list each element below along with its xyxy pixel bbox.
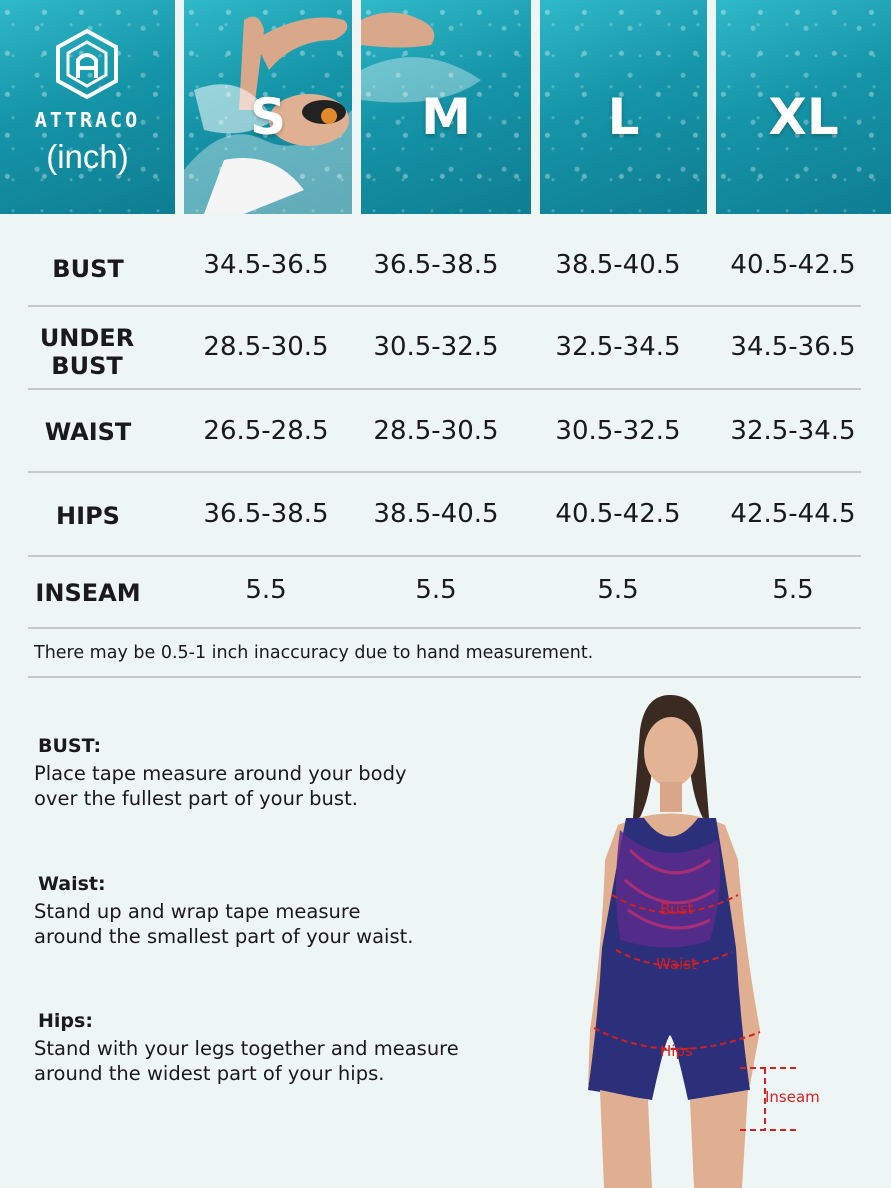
size-header: ATTRACO (inch) S M L XL [0, 0, 891, 214]
water-splash [361, 12, 481, 103]
instruction-heading: Hips: [38, 1010, 93, 1032]
brand-logo-icon [56, 28, 118, 100]
unit-label: (inch) [46, 138, 129, 175]
model-figure [588, 695, 798, 1188]
figure-label-inseam: Inseam [765, 1088, 820, 1106]
table-cell: 30.5-32.5 [555, 416, 681, 446]
table-cell: 32.5-34.5 [555, 332, 681, 362]
table-cell: 5.5 [772, 575, 814, 605]
table-cell: 5.5 [415, 575, 457, 605]
row-label: HIPS [56, 502, 120, 530]
instruction-waist: Waist: Stand up and wrap tape measure ar… [34, 873, 413, 949]
table-cell: 40.5-42.5 [555, 499, 681, 529]
size-cell-l: L [540, 0, 707, 214]
row-label: WAIST [44, 418, 132, 446]
table-cell: 36.5-38.5 [203, 499, 329, 529]
table-cell: 28.5-30.5 [203, 332, 329, 362]
row-divider [28, 555, 861, 557]
figure-label-waist: Waist [656, 955, 697, 973]
row-label: INSEAM [35, 579, 141, 607]
measurement-note: There may be 0.5-1 inch inaccuracy due t… [34, 643, 594, 663]
size-label-xl: XL [768, 88, 839, 146]
table-cell: 34.5-36.5 [203, 250, 329, 280]
table-cell: 30.5-32.5 [373, 332, 499, 362]
table-cell: 38.5-40.5 [373, 499, 499, 529]
row-divider [28, 471, 861, 473]
instruction-bust: BUST: Place tape measure around your bod… [34, 735, 407, 811]
row-label: BUST [52, 255, 124, 283]
table-cell: 5.5 [245, 575, 287, 605]
size-cell-m: M [361, 0, 531, 214]
table-cell: 36.5-38.5 [373, 250, 499, 280]
table-cell: 32.5-34.5 [730, 416, 856, 446]
table-cell: 38.5-40.5 [555, 250, 681, 280]
swimmer-photo [184, 16, 352, 214]
row-label: UNDER BUST [39, 324, 135, 380]
table-cell: 5.5 [597, 575, 639, 605]
instruction-body: Place tape measure around your body over… [34, 762, 407, 810]
row-divider [28, 388, 861, 390]
size-cell-s: S [184, 0, 352, 214]
table-cell: 28.5-30.5 [373, 416, 499, 446]
figure-label-hips: Hips [660, 1042, 693, 1060]
size-label-s: S [249, 88, 286, 146]
row-divider [28, 627, 861, 629]
brand-name: ATTRACO [34, 108, 141, 132]
row-divider [28, 305, 861, 307]
instruction-heading: BUST: [38, 735, 102, 757]
table-cell: 42.5-44.5 [730, 499, 856, 529]
instruction-hips: Hips: Stand with your legs together and … [34, 1010, 459, 1086]
instruction-body: Stand with your legs together and measur… [34, 1037, 459, 1085]
instruction-heading: Waist: [38, 873, 106, 895]
size-label-m: M [421, 88, 471, 146]
note-divider [28, 676, 861, 678]
size-cell-xl: XL [716, 0, 891, 214]
size-label-l: L [607, 88, 640, 146]
instruction-body: Stand up and wrap tape measure around th… [34, 900, 414, 948]
figure-label-bust: Bust [660, 900, 694, 918]
table-cell: 34.5-36.5 [730, 332, 856, 362]
table-cell: 40.5-42.5 [730, 250, 856, 280]
table-cell: 26.5-28.5 [203, 416, 329, 446]
brand-cell: ATTRACO (inch) [0, 0, 175, 214]
